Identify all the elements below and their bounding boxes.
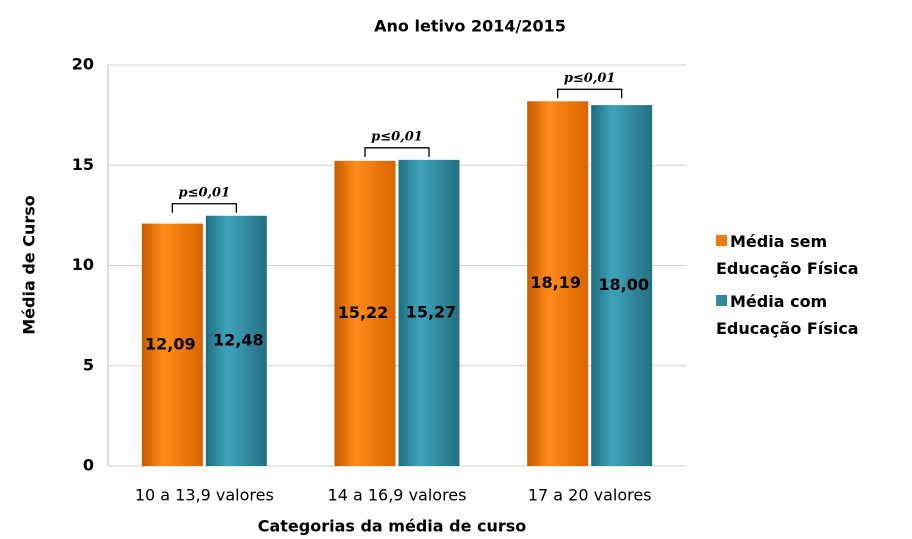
significance-bracket [557,88,623,99]
legend-item: Média com Educação Física [716,288,912,342]
x-tick-label: 14 a 16,9 valores [328,486,467,505]
legend-label: Média com Educação Física [716,292,859,338]
y-tick-label: 5 [83,355,94,374]
bar [334,160,396,467]
value-label: 15,27 [406,302,457,321]
value-label: 18,00 [598,275,649,294]
value-label: 12,48 [213,330,264,349]
bar [591,105,653,466]
y-tick-label: 0 [83,456,94,475]
significance-bracket [364,147,430,157]
value-label: 12,09 [145,334,196,353]
y-tick-label: 20 [72,55,94,74]
bar [205,215,267,466]
bar [141,223,203,466]
y-tick-label: 10 [72,255,94,274]
x-tick-label: 10 a 13,9 valores [135,486,274,505]
legend-label: Média sem Educação Física [716,232,859,278]
value-label: 18,19 [530,273,581,292]
x-axis-label: Categorias da média de curso [258,517,527,536]
significance-bracket [171,203,237,213]
value-label: 15,22 [338,303,389,322]
y-tick-label: 15 [72,155,94,174]
legend: Média sem Educação Física Média com Educa… [716,228,912,348]
bar [398,159,460,467]
legend-swatch [716,295,727,306]
bar [527,101,589,466]
legend-item: Média sem Educação Física [716,228,912,282]
y-axis-label: Média de Curso [20,195,39,335]
legend-swatch [716,235,727,246]
annotation: p≤0,01 [564,71,616,86]
annotation: p≤0,01 [371,129,423,144]
x-tick-label: 17 a 20 valores [528,486,652,505]
annotation: p≤0,01 [179,185,231,200]
chart-title: Ano letivo 2014/2015 [374,17,566,36]
